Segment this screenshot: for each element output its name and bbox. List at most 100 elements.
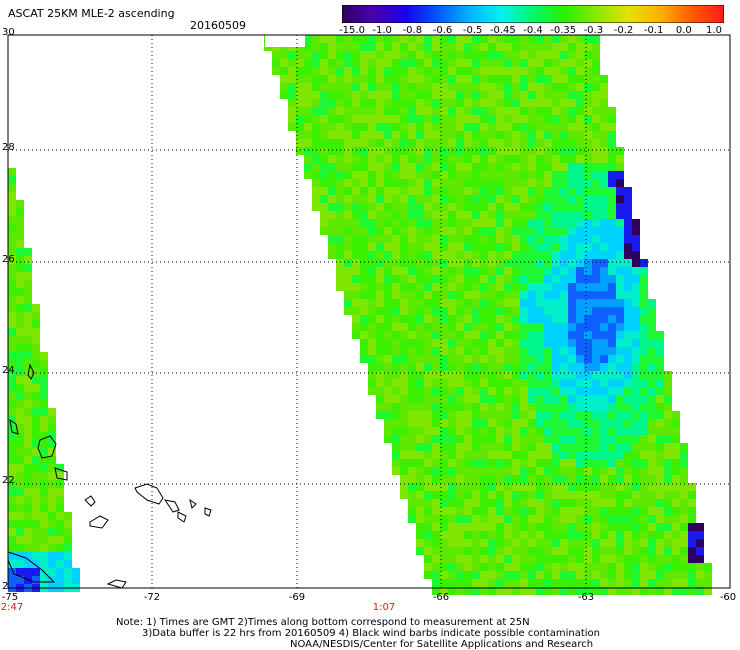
swath-pixel (656, 427, 664, 435)
swath-pixel (592, 523, 600, 531)
swath-pixel (400, 347, 408, 355)
swath-pixel (680, 587, 688, 595)
swath-pixel (512, 243, 520, 251)
swath-pixel (40, 432, 48, 440)
swath-pixel (624, 443, 632, 451)
swath-pixel (432, 251, 440, 259)
swath-pixel (584, 83, 592, 91)
swath-pixel (576, 491, 584, 499)
swath-pixel (416, 299, 424, 307)
swath-pixel (32, 400, 40, 408)
swath-pixel (376, 235, 384, 243)
swath-pixel (384, 243, 392, 251)
swath-pixel (512, 83, 520, 91)
swath-pixel (416, 395, 424, 403)
swath-pixel (672, 563, 680, 571)
swath-pixel (432, 243, 440, 251)
swath-pixel (304, 155, 312, 163)
swath-pixel (560, 515, 568, 523)
swath-pixel (592, 203, 600, 211)
swath-pixel (472, 51, 480, 59)
swath-pixel (512, 395, 520, 403)
swath-pixel (312, 91, 320, 99)
swath-pixel (368, 363, 376, 371)
swath-pixel (520, 435, 528, 443)
swath-pixel (440, 507, 448, 515)
swath-pixel (568, 531, 576, 539)
swath-pixel (456, 35, 464, 43)
swath-pixel (624, 547, 632, 555)
swath-pixel (48, 568, 56, 576)
swath-pixel (448, 115, 456, 123)
swath-pixel (480, 131, 488, 139)
swath-pixel (496, 75, 504, 83)
swath-pixel (424, 347, 432, 355)
swath-pixel (504, 443, 512, 451)
swath-pixel (320, 227, 328, 235)
swath-pixel (488, 83, 496, 91)
swath-pixel (424, 291, 432, 299)
swath-pixel (504, 147, 512, 155)
swath-pixel (304, 43, 312, 51)
swath-pixel (496, 291, 504, 299)
swath-pixel (432, 195, 440, 203)
swath-pixel (552, 547, 560, 555)
swath-pixel (400, 75, 408, 83)
swath-pixel (544, 163, 552, 171)
swath-pixel (584, 195, 592, 203)
swath-pixel (368, 283, 376, 291)
swath-pixel (344, 307, 352, 315)
swath-pixel (568, 435, 576, 443)
swath-pixel (440, 211, 448, 219)
swath-pixel (552, 67, 560, 75)
swath-pixel (512, 491, 520, 499)
time-label-main: 1:07 (372, 602, 396, 613)
swath-pixel (528, 131, 536, 139)
swath-pixel (336, 67, 344, 75)
swath-pixel (344, 123, 352, 131)
swath-pixel (16, 288, 24, 296)
swath-pixel (544, 251, 552, 259)
swath-pixel (456, 155, 464, 163)
swath-pixel (296, 67, 304, 75)
swath-pixel (520, 227, 528, 235)
swath-pixel (376, 387, 384, 395)
swath-pixel (544, 507, 552, 515)
coastline (89, 515, 109, 529)
map-frame (7, 34, 731, 589)
swath-pixel (400, 267, 408, 275)
swath-pixel (456, 107, 464, 115)
swath-pixel (432, 411, 440, 419)
swath-pixel (528, 107, 536, 115)
swath-pixel (376, 275, 384, 283)
colorbar (342, 5, 724, 23)
swath-pixel (688, 483, 696, 491)
swath-pixel (384, 115, 392, 123)
swath-pixel (568, 371, 576, 379)
swath-pixel (288, 59, 296, 67)
swath-pixel (520, 67, 528, 75)
swath-pixel (488, 299, 496, 307)
swath-pixel (32, 312, 40, 320)
swath-pixel (576, 83, 584, 91)
swath-pixel (528, 363, 536, 371)
swath-pixel (504, 163, 512, 171)
swath-pixel (376, 251, 384, 259)
swath-pixel (488, 75, 496, 83)
swath-pixel (448, 211, 456, 219)
swath-pixel (504, 299, 512, 307)
swath-pixel (312, 59, 320, 67)
swath-pixel (608, 555, 616, 563)
swath-pixel (440, 315, 448, 323)
swath-pixel (592, 35, 600, 43)
swath-pixel (616, 251, 624, 259)
swath-pixel (672, 483, 680, 491)
swath-pixel (408, 203, 416, 211)
swath-pixel (464, 59, 472, 67)
swath-pixel (544, 235, 552, 243)
swath-pixel (584, 283, 592, 291)
swath-pixel (544, 283, 552, 291)
swath-pixel (328, 219, 336, 227)
swath-pixel (592, 171, 600, 179)
swath-pixel (656, 435, 664, 443)
